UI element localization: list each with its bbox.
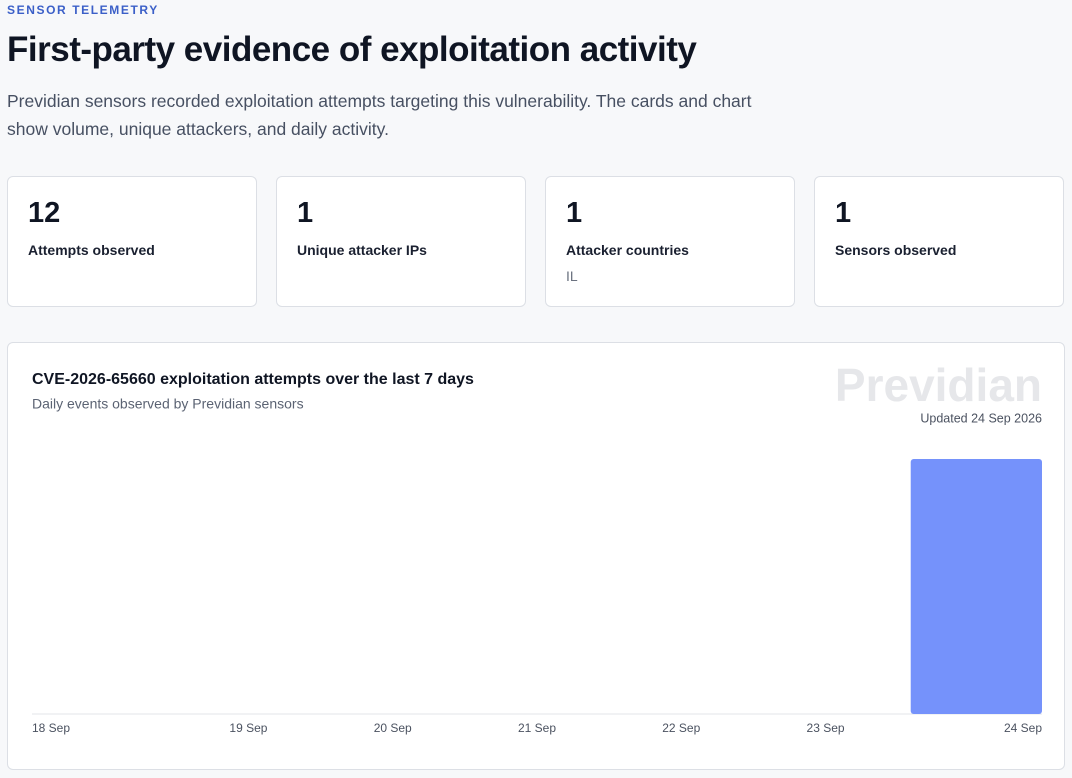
- stat-value: 1: [566, 197, 583, 229]
- stat-value: 12: [28, 197, 61, 229]
- stat-detail: IL: [566, 268, 578, 284]
- description: Previdian sensors recorded exploitation …: [7, 91, 752, 139]
- x-tick-label: 22 Sep: [662, 721, 700, 735]
- bar: [910, 459, 1042, 714]
- stat-value: 1: [297, 197, 314, 229]
- stat-card: 1 Attacker countries IL: [545, 176, 795, 307]
- stat-label: Attacker countries: [566, 242, 689, 258]
- stat-card: 1 Sensors observed: [814, 176, 1064, 307]
- chart-title: CVE-2026-65660 exploitation attempts ove…: [32, 371, 474, 388]
- x-tick-label: 21 Sep: [518, 721, 556, 735]
- stat-value: 1: [835, 197, 852, 229]
- stat-card: 12 Attempts observed: [7, 176, 257, 307]
- stat-label: Attempts observed: [28, 242, 155, 258]
- updated-date: Updated 24 Sep 2026: [920, 411, 1042, 425]
- x-tick-label: 23 Sep: [807, 721, 845, 735]
- stat-label: Sensors observed: [835, 242, 957, 258]
- x-tick-label: 20 Sep: [374, 721, 412, 735]
- chart: CVE-2026-65660 exploitation attempts ove…: [7, 342, 1065, 770]
- stat-card: 1 Unique attacker IPs: [276, 176, 526, 307]
- eyebrow: SENSOR TELEMETRY: [7, 3, 159, 17]
- chart-subtitle: Daily events observed by Previdian senso…: [32, 396, 304, 412]
- x-tick-label: 18 Sep: [32, 721, 70, 735]
- x-tick-label: 24 Sep: [1004, 721, 1042, 735]
- x-tick-label: 19 Sep: [229, 721, 267, 735]
- watermark: Previdian: [835, 359, 1042, 411]
- stat-label: Unique attacker IPs: [297, 242, 427, 258]
- page-title: First-party evidence of exploitation act…: [7, 30, 697, 69]
